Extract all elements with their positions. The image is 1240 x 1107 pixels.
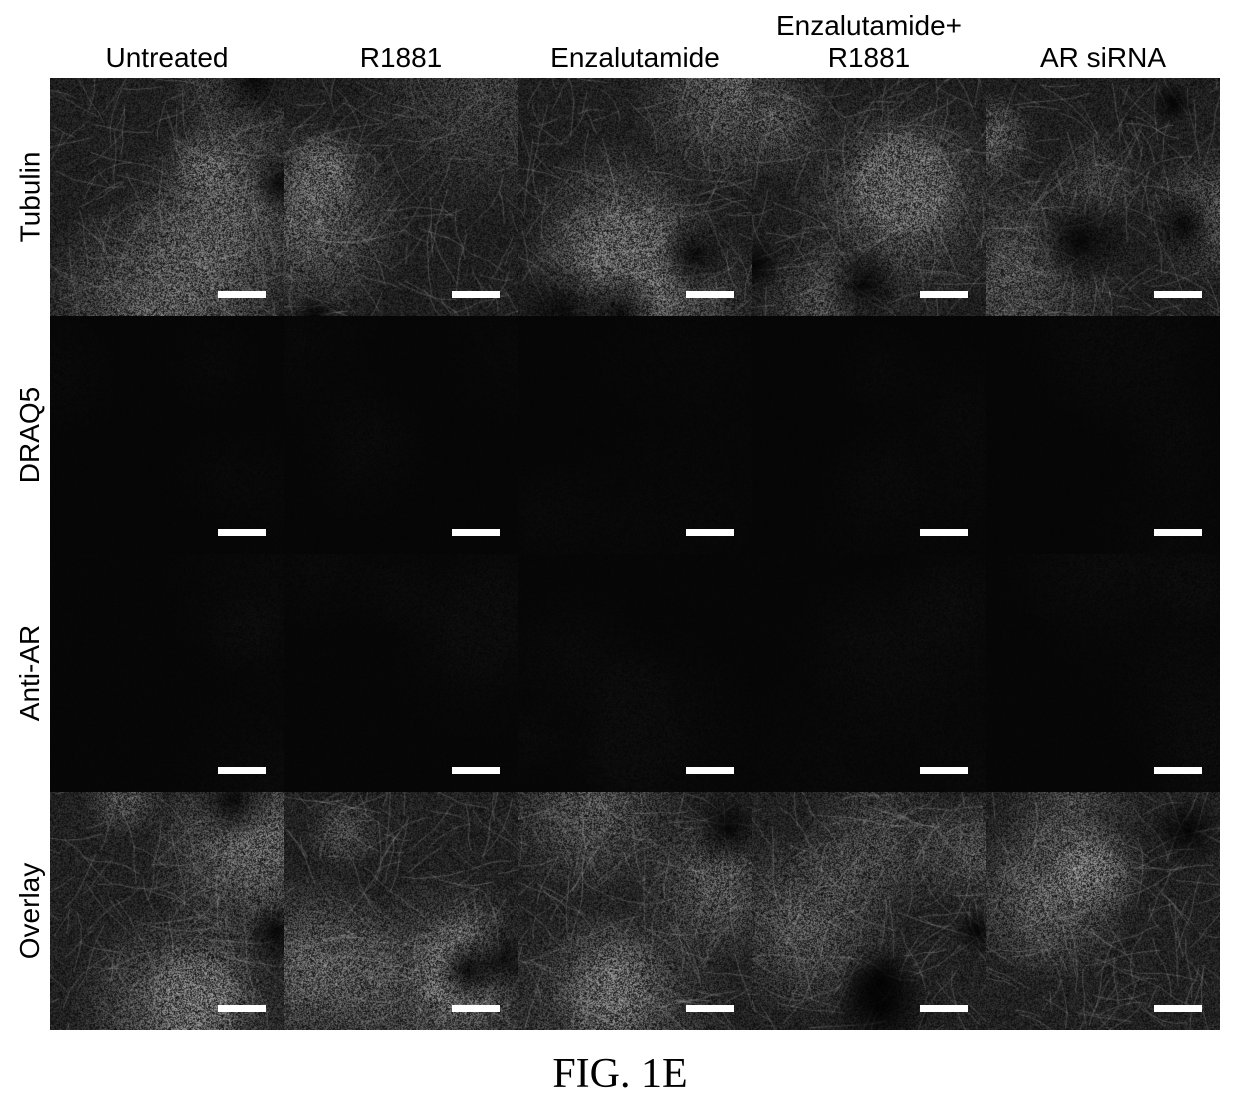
scale-bar (920, 1005, 968, 1012)
column-header-line: Enzalutamide+ (752, 10, 986, 42)
image-grid (50, 78, 1220, 1030)
micrograph-image (752, 78, 986, 316)
row-label-text: DRAQ5 (14, 387, 46, 483)
micrograph-image (284, 316, 518, 554)
column-header-1: R1881 (284, 0, 518, 78)
micrograph-image (50, 316, 284, 554)
micrograph-cell (50, 554, 284, 792)
grid-area: Tubulin DRAQ5 Anti-AR Overlay (10, 78, 1230, 1030)
micrograph-cell (284, 792, 518, 1030)
scale-bar (920, 767, 968, 774)
row-label-text: Tubulin (14, 152, 46, 243)
scale-bar (218, 529, 266, 536)
micrograph-image (518, 78, 752, 316)
micrograph-image (752, 792, 986, 1030)
micrograph-cell (50, 316, 284, 554)
micrograph-cell (518, 792, 752, 1030)
micrograph-image (284, 792, 518, 1030)
micrograph-cell (752, 316, 986, 554)
column-header-0: Untreated (50, 0, 284, 78)
micrograph-cell (986, 316, 1220, 554)
micrograph-cell (518, 554, 752, 792)
row-label-3: Overlay (10, 792, 50, 1030)
micrograph-cell (752, 554, 986, 792)
scale-bar (1154, 291, 1202, 298)
scale-bar (1154, 529, 1202, 536)
micrograph-image (518, 554, 752, 792)
column-header-3: Enzalutamide+R1881 (752, 0, 986, 78)
column-header-line: R1881 (284, 42, 518, 74)
scale-bar (452, 1005, 500, 1012)
micrograph-cell (752, 792, 986, 1030)
scale-bar (686, 1005, 734, 1012)
column-header-line: R1881 (752, 42, 986, 74)
micrograph-cell (284, 316, 518, 554)
scale-bar (920, 529, 968, 536)
row-labels: Tubulin DRAQ5 Anti-AR Overlay (10, 78, 50, 1030)
micrograph-image (50, 554, 284, 792)
row-label-1: DRAQ5 (10, 316, 50, 554)
scale-bar (452, 529, 500, 536)
micrograph-cell (518, 316, 752, 554)
scale-bar (218, 291, 266, 298)
column-header-2: Enzalutamide (518, 0, 752, 78)
row-label-text: Anti-AR (14, 625, 46, 721)
scale-bar (218, 767, 266, 774)
scale-bar (686, 291, 734, 298)
micrograph-image (50, 78, 284, 316)
micrograph-cell (986, 78, 1220, 316)
scale-bar (1154, 1005, 1202, 1012)
micrograph-image (986, 78, 1220, 316)
column-header-line: AR siRNA (986, 42, 1220, 74)
micrograph-cell (518, 78, 752, 316)
scale-bar (452, 291, 500, 298)
micrograph-image (986, 792, 1220, 1030)
micrograph-cell (50, 792, 284, 1030)
micrograph-cell (986, 792, 1220, 1030)
column-header-line: Untreated (50, 42, 284, 74)
row-label-0: Tubulin (10, 78, 50, 316)
scale-bar (452, 767, 500, 774)
caption-text: FIG. 1E (552, 1051, 687, 1097)
row-label-2: Anti-AR (10, 554, 50, 792)
micrograph-image (986, 554, 1220, 792)
figure-container: UntreatedR1881EnzalutamideEnzalutamide+R… (10, 0, 1230, 1030)
micrograph-image (752, 554, 986, 792)
row-label-text: Overlay (14, 863, 46, 959)
micrograph-image (518, 316, 752, 554)
figure-caption: FIG. 1E (0, 1050, 1240, 1098)
micrograph-cell (50, 78, 284, 316)
micrograph-cell (284, 78, 518, 316)
micrograph-image (752, 316, 986, 554)
column-headers: UntreatedR1881EnzalutamideEnzalutamide+R… (50, 0, 1230, 78)
scale-bar (686, 529, 734, 536)
column-header-line: Enzalutamide (518, 42, 752, 74)
scale-bar (218, 1005, 266, 1012)
micrograph-image (284, 554, 518, 792)
micrograph-cell (284, 554, 518, 792)
scale-bar (920, 291, 968, 298)
column-header-4: AR siRNA (986, 0, 1220, 78)
micrograph-image (518, 792, 752, 1030)
micrograph-image (50, 792, 284, 1030)
scale-bar (1154, 767, 1202, 774)
scale-bar (686, 767, 734, 774)
micrograph-image (986, 316, 1220, 554)
micrograph-cell (986, 554, 1220, 792)
micrograph-image (284, 78, 518, 316)
micrograph-cell (752, 78, 986, 316)
